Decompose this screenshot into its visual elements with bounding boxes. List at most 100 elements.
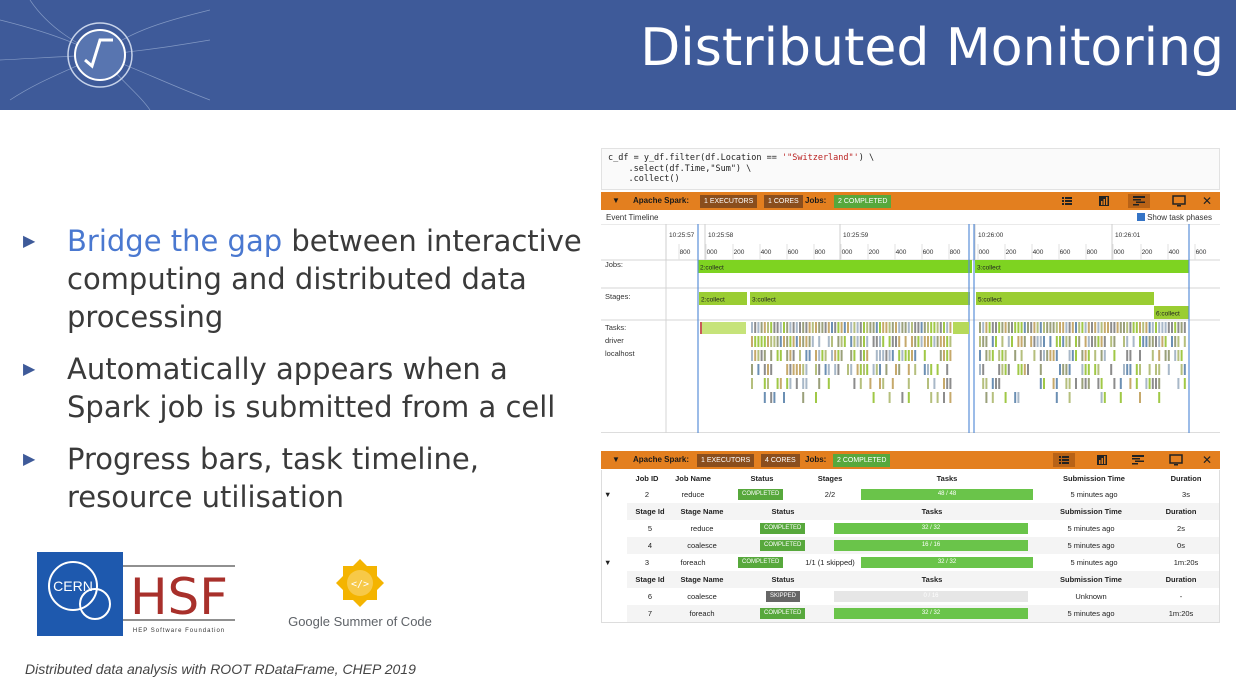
task-mark [1068,336,1071,347]
task-mark [920,322,923,333]
task-mark [1030,336,1033,347]
timeline-time-label: 10:25:59 [843,232,869,239]
task-mark [872,336,875,347]
task-mark [808,336,811,347]
task-mark [927,336,929,347]
task-mark [751,336,753,347]
task-mark [802,378,805,389]
task-mark [1119,322,1122,333]
task-mark [856,336,859,347]
task-mark [1036,322,1039,333]
task-mark [1062,336,1065,347]
task-mark [1161,322,1164,333]
task-mark [979,336,981,347]
task-mark [853,336,856,347]
task-mark [1164,322,1167,333]
task-mark [783,392,785,403]
task-mark [757,322,760,333]
task-mark [911,350,913,361]
task-mark [818,336,821,347]
timeline-view-icon[interactable] [1128,194,1150,208]
bullet-line: Spark job is submitted from a cell [67,390,556,424]
task-mark [834,322,837,333]
task-mark [815,350,817,361]
task-mark [991,336,994,347]
list-view-icon[interactable] [1056,194,1078,208]
task-mark [859,350,862,361]
collapse-toggle[interactable]: ▼ [612,455,620,464]
task-mark [998,364,1001,375]
task-mark [1100,392,1103,403]
task-mark [805,336,808,347]
task-mark [1001,322,1004,333]
col-job-name: Job Name [675,474,711,483]
task-mark [1148,378,1151,389]
task-mark [1158,378,1161,389]
jobs-table: Job ID Job Name Status Stages Tasks Subm… [601,470,1220,623]
show-task-phases-checkbox[interactable]: Show task phases [1137,213,1212,222]
task-mark [1084,336,1087,347]
task-mark [1177,378,1180,389]
task-mark [898,336,901,347]
timeline-tick-label: 800 [815,249,826,256]
code-line: .select(df.Time,"Sum") \ [608,163,752,174]
timeline-view-icon[interactable] [1127,453,1149,467]
task-mark [1004,392,1007,403]
task-mark [1116,322,1119,333]
task-mark [1075,322,1077,333]
task-mark [1148,336,1151,347]
task-mark [1023,322,1026,333]
task-mark [995,378,997,389]
col-stages: Stages [817,474,843,483]
bar-chart-icon[interactable] [1091,453,1113,467]
timeline-title: Event Timeline [606,213,659,222]
task-mark [885,364,888,375]
close-icon[interactable]: ✕ [1202,194,1213,208]
code-cell[interactable]: c_df = y_df.filter(df.Location == '"Swit… [601,148,1220,190]
job-row[interactable]: ▼ 2 reduce COMPLETED 2/2 48 / 48 5 minut… [602,486,1219,503]
task-mark [863,364,865,375]
monitor-icon[interactable] [1168,194,1190,208]
task-mark [792,336,795,347]
task-mark [869,378,872,389]
task-mark [805,364,808,375]
task-mark [1113,378,1116,389]
task-mark [1068,378,1071,389]
job-id: 2 [644,490,650,499]
task-mark [939,336,942,347]
task-mark [1148,322,1151,333]
close-icon[interactable]: ✕ [1202,453,1213,467]
expand-toggle[interactable]: ▼ [604,558,612,567]
task-mark [1011,322,1013,333]
job-row[interactable]: ▼ 3 foreach COMPLETED 1/1 (1 skipped) 32… [602,554,1219,571]
task-mark [939,350,942,361]
task-mark [1103,350,1106,361]
task-mark [998,322,1001,333]
timeline-time-label: 10:26:01 [1115,232,1141,239]
status-badge: COMPLETED [760,523,806,534]
task-mark [1084,350,1087,361]
bar-chart-icon[interactable] [1093,194,1115,208]
task-mark [779,336,782,347]
task-mark [824,322,827,333]
task-mark [1075,350,1077,361]
monitor-icon[interactable] [1165,453,1187,467]
task-mark [1177,322,1180,333]
job-name: foreach [680,558,706,567]
task-progress-bar: 48 / 48 [861,489,1033,500]
expand-toggle[interactable]: ▼ [604,490,612,499]
jobs-status-badge: 2 COMPLETED [833,454,891,467]
task-mark [1161,336,1164,347]
task-mark [985,336,988,347]
list-view-icon[interactable] [1053,453,1075,467]
task-mark [1151,336,1154,347]
spark-label: Apache Spark: [633,196,690,205]
task-mark [1065,364,1068,375]
task-mark [875,322,878,333]
task-mark [949,378,952,389]
task-mark [751,364,753,375]
status-badge: COMPLETED [738,557,784,568]
task-mark [776,336,779,347]
task-mark [904,336,907,347]
collapse-toggle[interactable]: ▼ [612,196,620,205]
